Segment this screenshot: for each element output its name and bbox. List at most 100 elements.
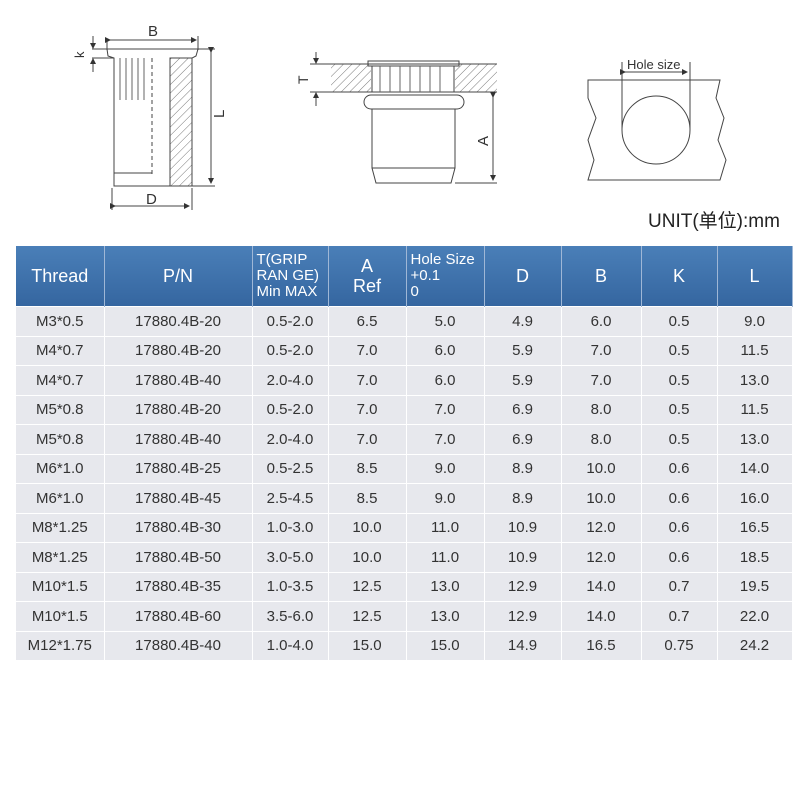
unit-label: UNIT(单位):mm: [648, 211, 780, 232]
cell-hole-size: 15.0: [406, 630, 485, 660]
cell-thread: M10*1.5: [16, 601, 105, 631]
dimension-a-label: A: [475, 136, 492, 146]
cell-k: 0.5: [641, 424, 718, 454]
cell-a-ref: 10.0: [328, 512, 407, 543]
table-row: M5*0.8 17880.4B-40 2.0-4.0 7.0 7.0 6.9 8.0 0.5 1…: [16, 424, 793, 454]
cell-thread: M6*1.0: [16, 483, 105, 513]
cell-a-ref: 8.5: [328, 453, 407, 484]
cell-hole-size: 7.0: [406, 424, 485, 454]
cell-pn: 17880.4B-40: [104, 630, 253, 660]
header-pn: P/N: [104, 246, 253, 307]
cell-d: 6.9: [484, 424, 562, 454]
cell-k: 0.75: [641, 630, 718, 660]
cell-pn: 17880.4B-35: [104, 571, 253, 602]
header-b: B: [561, 246, 642, 307]
cell-k: 0.7: [641, 571, 718, 602]
dimension-d-label: D: [146, 191, 157, 208]
dimension-k-label: k: [72, 51, 87, 58]
cell-a-ref: 7.0: [328, 424, 407, 454]
cell-a-ref: 7.0: [328, 335, 407, 366]
cell-a-ref: 7.0: [328, 365, 407, 395]
cell-b: 10.0: [561, 483, 642, 513]
cell-b: 12.0: [561, 512, 642, 543]
cell-b: 10.0: [561, 453, 642, 484]
cell-thread: M3*0.5: [16, 306, 105, 336]
dimension-t-label: T: [295, 75, 311, 84]
cell-b: 14.0: [561, 601, 642, 631]
cell-hole-size: 5.0: [406, 306, 485, 336]
cell-thread: M5*0.8: [16, 394, 105, 425]
header-grip-range: T(GRIP RAN GE) Min MAX: [252, 246, 329, 307]
cell-d: 12.9: [484, 601, 562, 631]
cell-grip-range: 0.5-2.0: [252, 394, 329, 425]
hole-size-label: Hole size: [627, 57, 680, 72]
dimension-b-label: B: [148, 23, 158, 40]
cell-d: 6.9: [484, 394, 562, 425]
cell-l: 16.0: [717, 483, 793, 513]
cell-grip-range: 2.5-4.5: [252, 483, 329, 513]
header-line: A: [360, 256, 373, 276]
table-row: M6*1.0 17880.4B-25 0.5-2.5 8.5 9.0 8.9 10.0 0.6…: [16, 453, 793, 484]
cell-l: 9.0: [717, 306, 793, 336]
table-row: M5*0.8 17880.4B-20 0.5-2.0 7.0 7.0 6.9 8.0 0.5 1…: [16, 394, 793, 425]
cell-grip-range: 1.0-3.5: [252, 571, 329, 602]
header-k: K: [641, 246, 718, 307]
cell-l: 11.5: [717, 394, 793, 425]
installed-nut-diagram: [310, 52, 497, 184]
cell-pn: 17880.4B-25: [104, 453, 253, 484]
cell-d: 5.9: [484, 365, 562, 395]
cell-b: 6.0: [561, 306, 642, 336]
cell-a-ref: 7.0: [328, 394, 407, 425]
cell-k: 0.6: [641, 512, 718, 543]
cell-hole-size: 9.0: [406, 453, 485, 484]
cell-pn: 17880.4B-20: [104, 306, 253, 336]
cell-grip-range: 3.5-6.0: [252, 601, 329, 631]
cell-grip-range: 3.0-5.0: [252, 542, 329, 572]
rivet-nut-section-diagram: [90, 36, 215, 210]
table-row: M12*1.75 17880.4B-40 1.0-4.0 15.0 15.0 14.9 16…: [16, 630, 793, 660]
cell-hole-size: 13.0: [406, 571, 485, 602]
cell-hole-size: 11.0: [406, 542, 485, 572]
cell-b: 16.5: [561, 630, 642, 660]
header-line: Ref: [352, 276, 381, 296]
table-header-row: Thread P/N T(GRIP RAN GE) Min MAX A Ref Hol…: [16, 246, 793, 307]
cell-k: 0.6: [641, 483, 718, 513]
cell-grip-range: 0.5-2.5: [252, 453, 329, 484]
cell-pn: 17880.4B-20: [104, 335, 253, 366]
cell-hole-size: 9.0: [406, 483, 485, 513]
cell-pn: 17880.4B-40: [104, 424, 253, 454]
cell-hole-size: 6.0: [406, 335, 485, 366]
header-l: L: [717, 246, 793, 307]
header-a-ref: A Ref: [328, 246, 407, 307]
cell-l: 19.5: [717, 571, 793, 602]
cell-grip-range: 2.0-4.0: [252, 365, 329, 395]
cell-b: 12.0: [561, 542, 642, 572]
cell-pn: 17880.4B-50: [104, 542, 253, 572]
cell-pn: 17880.4B-30: [104, 512, 253, 543]
cell-d: 10.9: [484, 512, 562, 543]
table-row: M10*1.5 17880.4B-60 3.5-6.0 12.5 13.0 12.9 14.…: [16, 601, 793, 631]
cell-k: 0.5: [641, 394, 718, 425]
table-row: M6*1.0 17880.4B-45 2.5-4.5 8.5 9.0 8.9 10.0 0.6…: [16, 483, 793, 513]
header-line: 0: [410, 283, 419, 300]
table-row: M8*1.25 17880.4B-30 1.0-3.0 10.0 11.0 10.9 12.…: [16, 512, 793, 543]
cell-l: 22.0: [717, 601, 793, 631]
table-row: M4*0.7 17880.4B-40 2.0-4.0 7.0 6.0 5.9 7.0 0.5 1…: [16, 365, 793, 395]
dimension-l-label: L: [211, 110, 228, 118]
cell-l: 14.0: [717, 453, 793, 484]
cell-thread: M10*1.5: [16, 571, 105, 602]
cell-hole-size: 11.0: [406, 512, 485, 543]
specification-table: Thread P/N T(GRIP RAN GE) Min MAX A Ref Hol…: [16, 246, 793, 660]
cell-a-ref: 10.0: [328, 542, 407, 572]
cell-l: 18.5: [717, 542, 793, 572]
cell-grip-range: 1.0-3.0: [252, 512, 329, 543]
table-row: M3*0.5 17880.4B-20 0.5-2.0 6.5 5.0 4.9 6.0 0.5 9…: [16, 306, 793, 336]
technical-diagrams: B k L D T A Hole size: [72, 23, 727, 210]
cell-hole-size: 6.0: [406, 365, 485, 395]
header-line: Min MAX: [256, 283, 318, 300]
cell-k: 0.5: [641, 335, 718, 366]
cell-b: 14.0: [561, 571, 642, 602]
cell-k: 0.6: [641, 453, 718, 484]
cell-a-ref: 15.0: [328, 630, 407, 660]
header-line: T(GRIP: [256, 251, 308, 268]
